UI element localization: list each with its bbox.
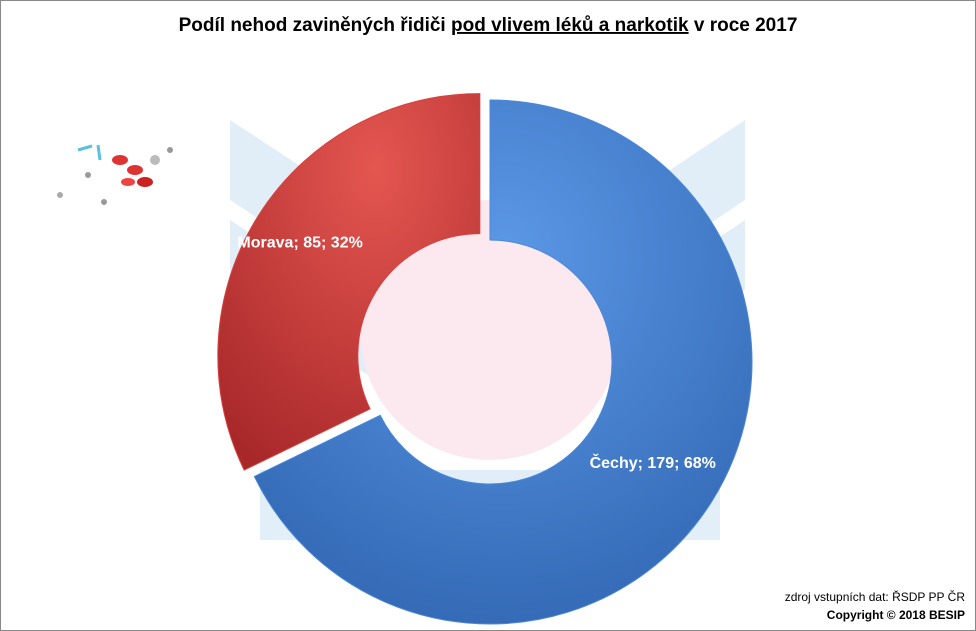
- donut-slice: [217, 93, 481, 471]
- chart-title: Podíl nehod zaviněných řidiči pod vlivem…: [179, 15, 798, 36]
- data-label: Čechy; 179; 68%: [590, 453, 716, 472]
- title-part: v roce 2017: [689, 15, 798, 36]
- title-underlined: pod vlivem léků a narkotik: [451, 15, 689, 36]
- title-part: Podíl nehod zaviněných řidiči: [179, 15, 451, 36]
- data-label: Morava; 85; 32%: [237, 234, 362, 251]
- source-note: zdroj vstupních dat: ŘSDP PP ČR: [785, 589, 966, 604]
- pills-illustration: [57, 144, 173, 205]
- copyright: Copyright © 2018 BESIP: [827, 608, 965, 622]
- donut-slice: [253, 99, 753, 625]
